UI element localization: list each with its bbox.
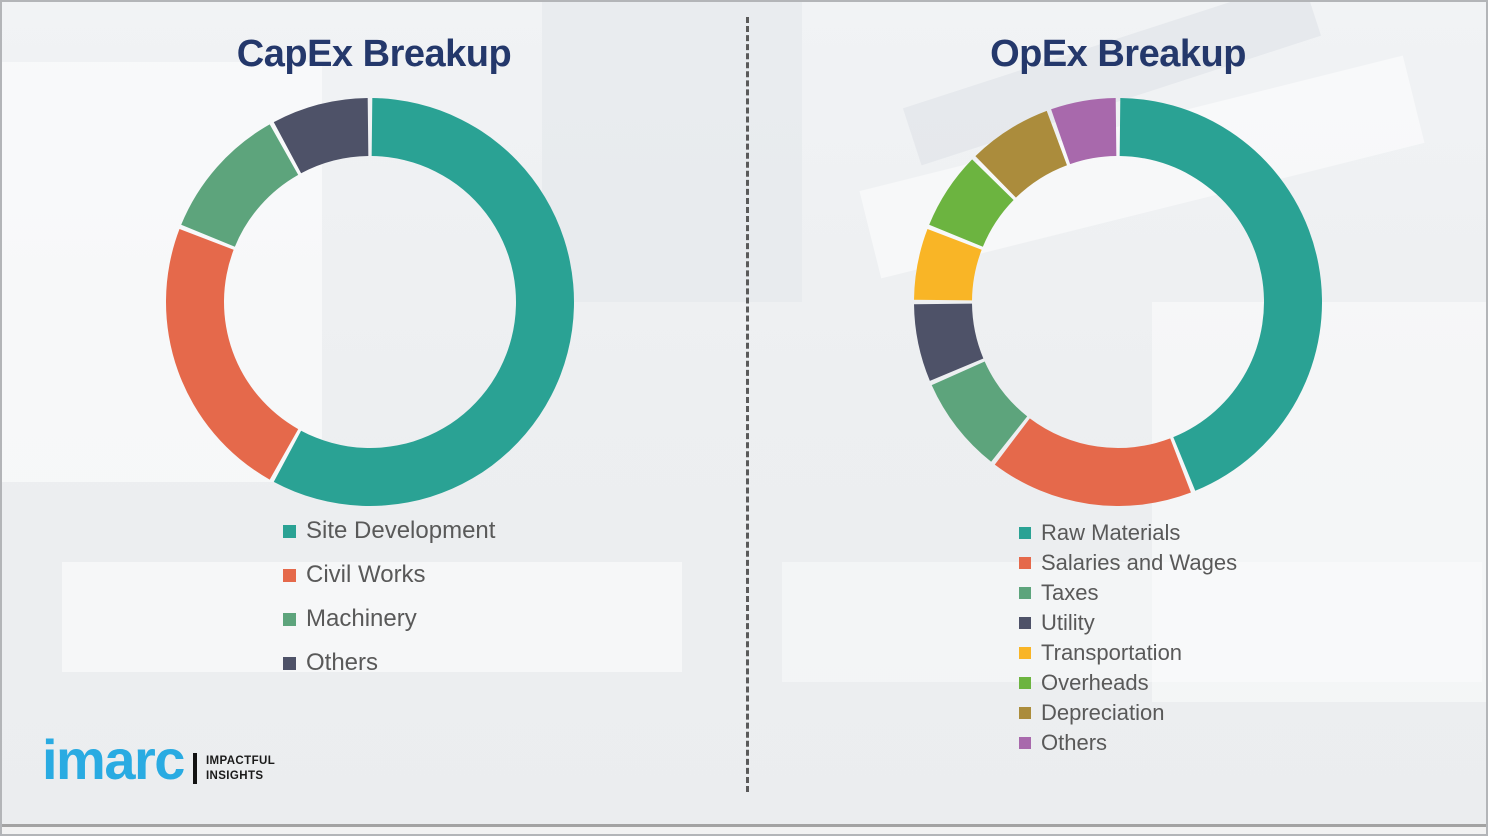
imarc-logo: imarc IMPACTFUL INSIGHTS <box>42 732 275 788</box>
legend-label-raw-materials: Raw Materials <box>1041 520 1181 545</box>
opex-title: OpEx Breakup <box>990 33 1246 75</box>
divider-dashed-line <box>746 17 749 792</box>
capex-donut-chart <box>166 98 574 506</box>
legend-item-taxes: Taxes <box>1019 578 1237 608</box>
opex-donut-chart <box>914 98 1322 506</box>
legend-item-overheads: Overheads <box>1019 668 1237 698</box>
legend-item-machinery: Machinery <box>283 597 495 641</box>
legend-label-transportation: Transportation <box>1041 640 1183 665</box>
legend-label-others: Others <box>1041 730 1108 755</box>
legend-label-overheads: Overheads <box>1041 670 1149 695</box>
frame-bottom-strip <box>2 827 1486 834</box>
legend-swatch-site-development <box>283 524 296 538</box>
legend-label-utility: Utility <box>1041 610 1095 635</box>
legend-swatch-civil-works <box>283 568 296 582</box>
legend-item-others: Others <box>283 641 495 685</box>
legend-item-raw-materials: Raw Materials <box>1019 518 1237 548</box>
legend-swatch-raw-materials <box>1019 527 1031 539</box>
legend-item-salaries-and-wages: Salaries and Wages <box>1019 548 1237 578</box>
legend-label-depreciation: Depreciation <box>1041 700 1165 725</box>
donut-segment-overheads <box>929 159 1014 247</box>
legend-item-site-development: Site Development <box>283 509 495 553</box>
donut-segment-civil-works <box>166 229 299 480</box>
tagline-line-2: INSIGHTS <box>205 770 264 783</box>
donut-segment-depreciation <box>975 110 1067 198</box>
donut-segment-raw-materials <box>1119 98 1322 491</box>
legend-swatch-salaries-and-wages <box>1019 557 1031 569</box>
tagline-line-1: IMPACTFUL <box>205 755 276 768</box>
donut-segment-taxes <box>931 361 1028 462</box>
donut-segment-machinery <box>181 124 299 247</box>
legend-swatch-others <box>1019 737 1031 749</box>
legend-label-site-development: Site Development <box>306 517 496 544</box>
legend-label-salaries-and-wages: Salaries and Wages <box>1041 550 1238 575</box>
legend-swatch-others <box>283 656 296 670</box>
logo-divider-bar <box>192 753 197 784</box>
legend-item-depreciation: Depreciation <box>1019 698 1237 728</box>
donut-segment-others <box>273 98 369 174</box>
legend-swatch-transportation <box>1019 647 1031 659</box>
legend-swatch-depreciation <box>1019 707 1031 719</box>
donut-segment-transportation <box>914 229 982 301</box>
legend-swatch-taxes <box>1019 587 1031 599</box>
imarc-logo-tagline: IMPACTFUL INSIGHTS <box>206 754 275 784</box>
legend-item-utility: Utility <box>1019 608 1237 638</box>
legend-label-civil-works: Civil Works <box>306 561 426 588</box>
donut-segment-utility <box>914 303 984 381</box>
capex-title: CapEx Breakup <box>236 33 512 75</box>
legend-swatch-machinery <box>283 612 296 626</box>
donut-segment-others <box>1051 98 1117 165</box>
donut-segment-site-development <box>273 98 574 506</box>
donut-segment-salaries-and-wages <box>994 418 1191 506</box>
legend-item-transportation: Transportation <box>1019 638 1237 668</box>
frame-bottom-border <box>2 824 1486 827</box>
capex-legend: Site Development Civil Works Machinery Othe… <box>283 509 495 685</box>
opex-legend: Raw Materials Salaries and Wages Taxes Util… <box>1019 518 1237 758</box>
legend-label-others: Others <box>306 649 379 676</box>
legend-swatch-overheads <box>1019 677 1031 689</box>
legend-label-machinery: Machinery <box>306 605 417 632</box>
legend-item-civil-works: Civil Works <box>283 553 495 597</box>
imarc-logo-wordmark: imarc <box>42 728 185 791</box>
legend-label-taxes: Taxes <box>1041 580 1099 605</box>
legend-swatch-utility <box>1019 617 1031 629</box>
legend-item-others: Others <box>1019 728 1237 758</box>
